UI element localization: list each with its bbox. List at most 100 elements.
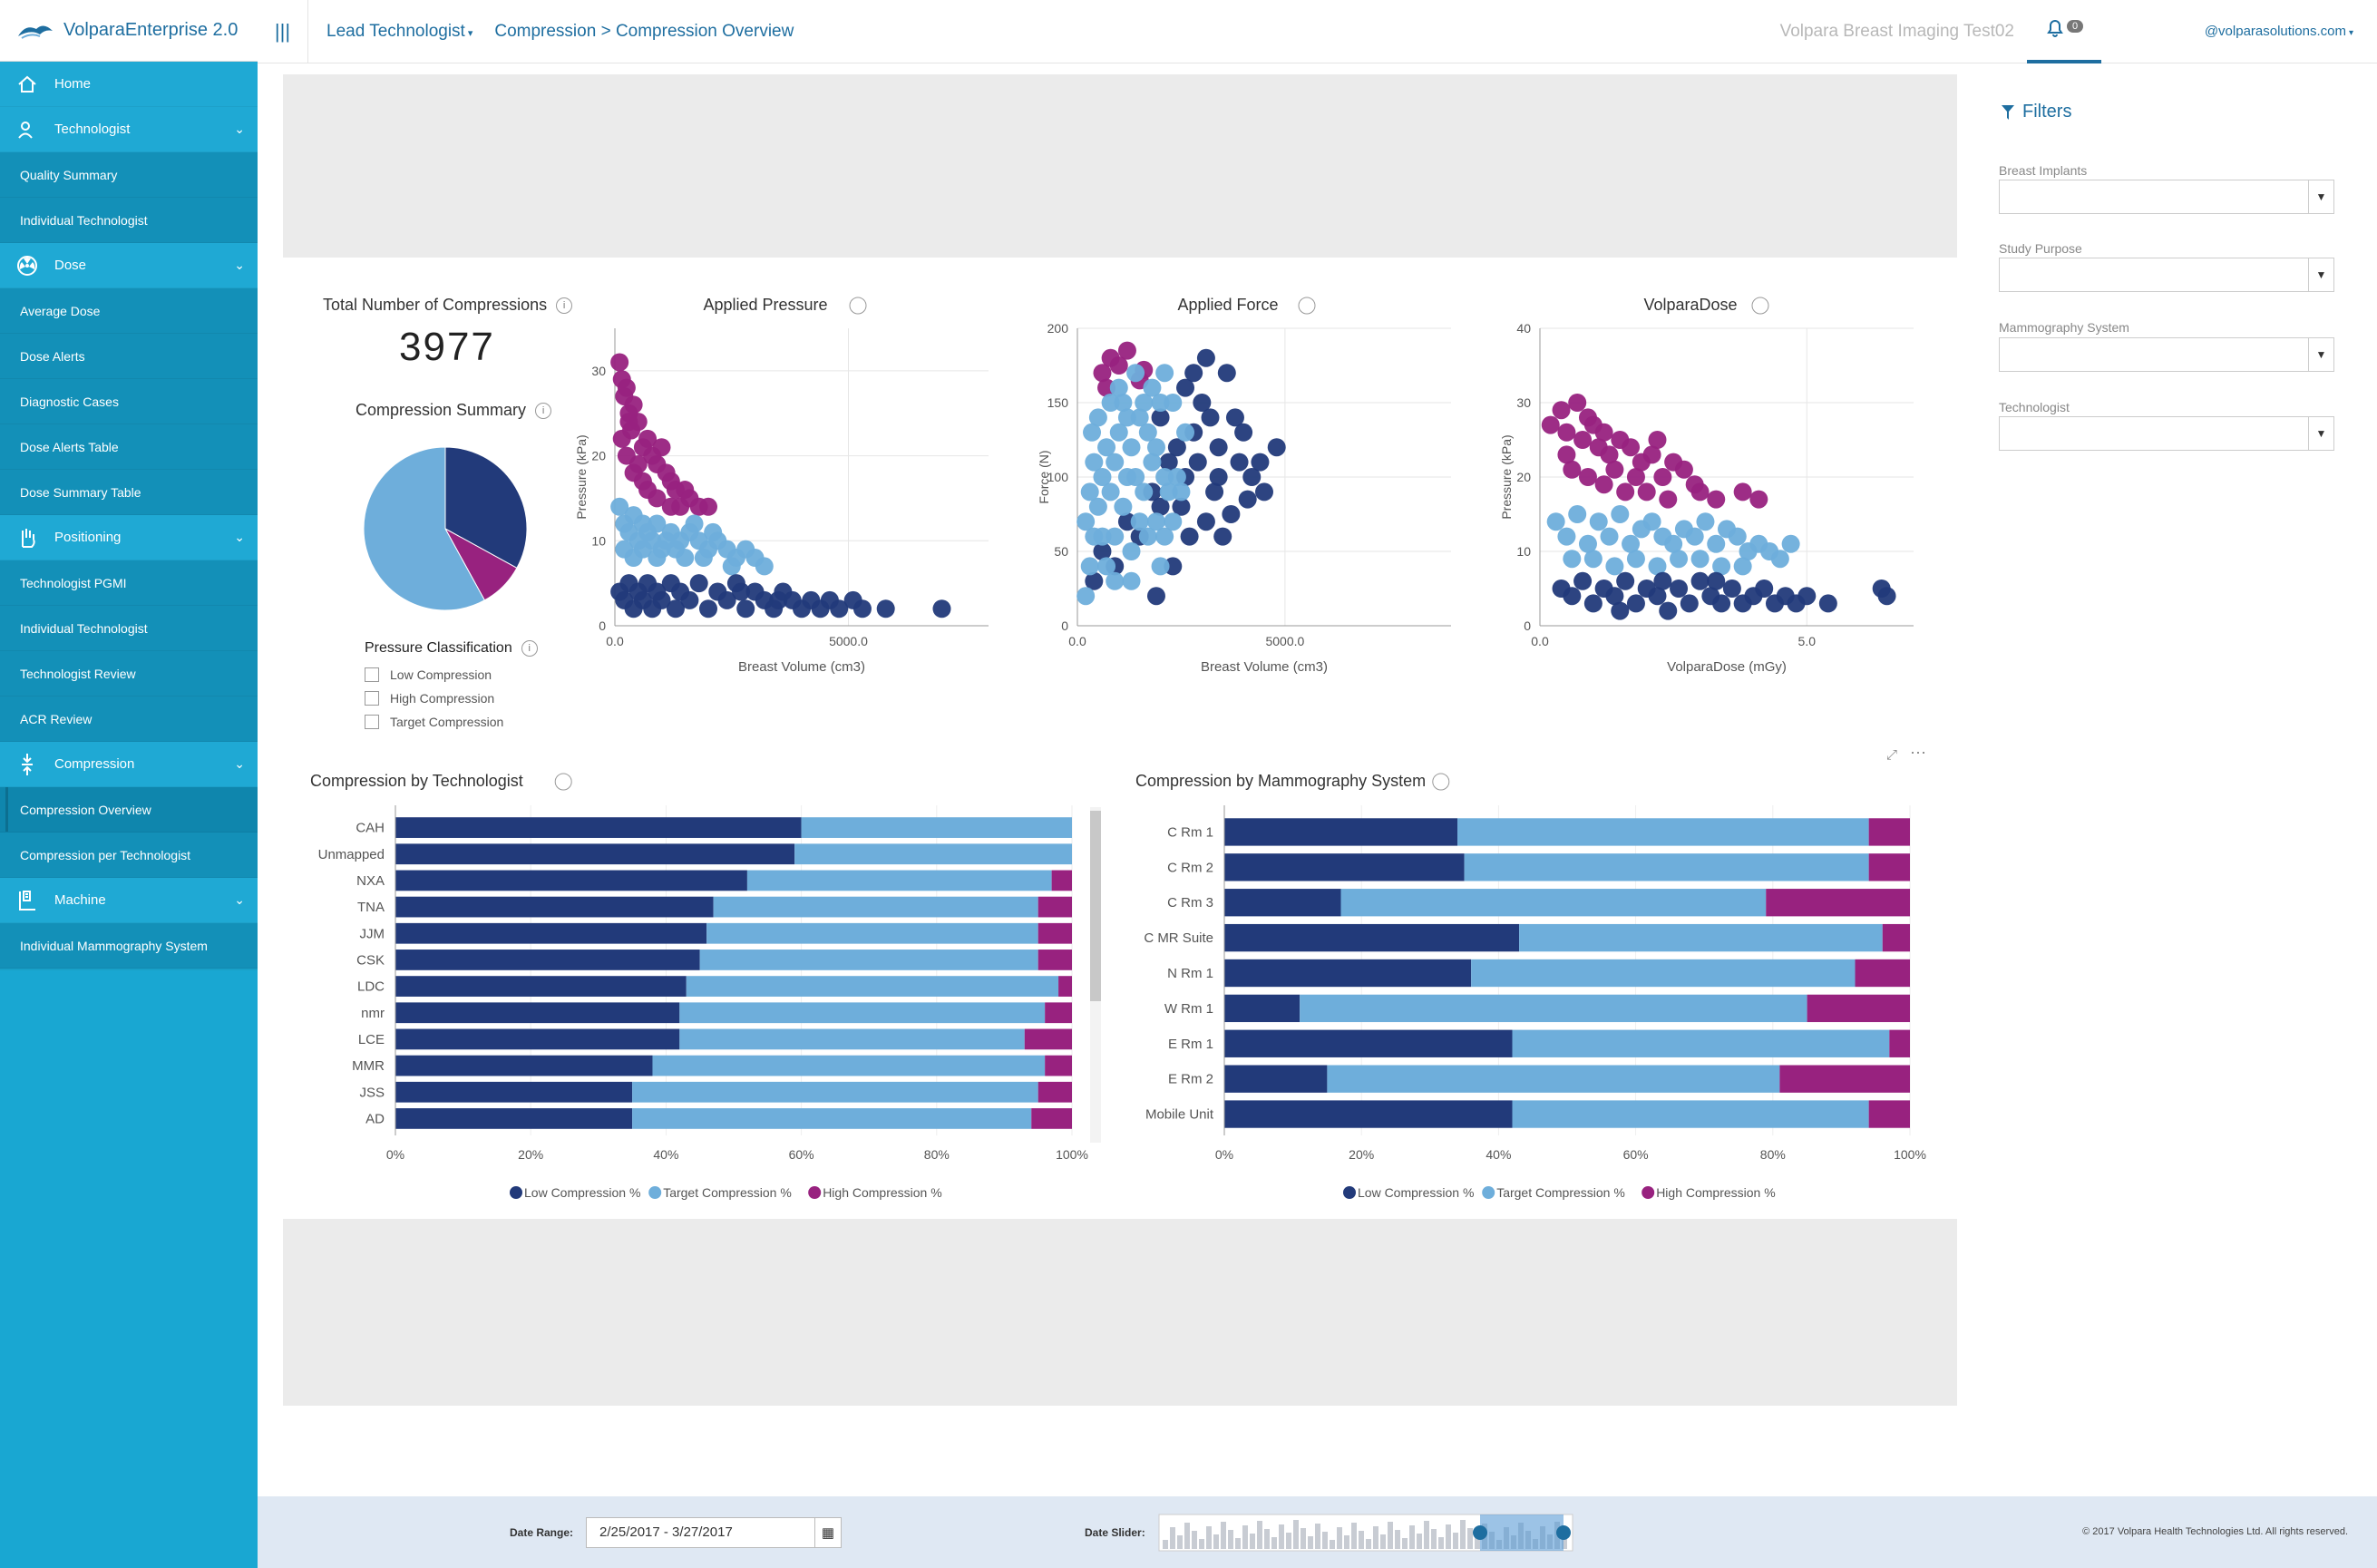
legend-label: Target Compression % (663, 1185, 792, 1200)
x-tick-label: 0% (1215, 1147, 1233, 1162)
info-icon[interactable] (1432, 773, 1450, 791)
sidebar-item-quality-summary[interactable]: Quality Summary (0, 152, 258, 198)
breast-implants-select[interactable]: ▼ (1999, 180, 2334, 214)
radiation-icon (15, 253, 40, 278)
scatter-point (1563, 460, 1582, 479)
hamburger-icon[interactable]: ||| (258, 0, 308, 63)
technologist-filter-label: Technologist (1999, 400, 2070, 414)
scatter-point (680, 590, 699, 609)
sidebar-item-average-dose[interactable]: Average Dose (0, 288, 258, 334)
info-icon[interactable] (1298, 297, 1316, 315)
chart-scrollbar[interactable] (1090, 807, 1101, 1143)
bar-segment (794, 843, 1072, 865)
notifications-button[interactable]: 0 (2027, 16, 2101, 63)
legend-label: Low Compression % (1358, 1185, 1474, 1200)
focus-mode-icon[interactable]: ⤢ (1886, 747, 1898, 763)
scatter-point (1080, 557, 1099, 576)
checkbox[interactable] (365, 715, 379, 729)
slider-histogram-bar (1431, 1529, 1437, 1549)
scrollbar-thumb[interactable] (1090, 811, 1101, 1001)
sidebar-item-label: Diagnostic Cases (20, 394, 119, 409)
slider-histogram-bar (1228, 1530, 1233, 1549)
sidebar-item-dose-summary-table[interactable]: Dose Summary Table (0, 470, 258, 515)
bar-segment (686, 976, 1059, 997)
sidebar-item-acr-review[interactable]: ACR Review (0, 696, 258, 742)
scatter-point (1093, 364, 1112, 383)
high-compression-checkbox[interactable]: High Compression (365, 691, 494, 706)
scatter-point (1573, 571, 1593, 590)
date-slider[interactable] (1157, 1511, 1574, 1554)
checkbox[interactable] (365, 691, 379, 706)
info-icon[interactable]: i (556, 297, 573, 315)
technologist-select[interactable]: ▼ (1999, 416, 2334, 451)
total-compressions-value: 3977 (399, 325, 495, 369)
sidebar-item-individual-mammography-system[interactable]: Individual Mammography System (0, 923, 258, 969)
target-compression-checkbox[interactable]: Target Compression (365, 715, 503, 729)
scatter-point (1117, 408, 1136, 427)
sidebar-item-diagnostic-cases[interactable]: Diagnostic Cases (0, 379, 258, 424)
scatter-point (1201, 408, 1220, 427)
sidebar-section-positioning[interactable]: Positioning ⌄ (0, 515, 258, 560)
sidebar-section-technologist[interactable]: Technologist ⌄ (0, 107, 258, 152)
sidebar-item-compression-per-technologist[interactable]: Compression per Technologist (0, 833, 258, 878)
date-range-input[interactable]: 2/25/2017 - 3/27/2017 (586, 1517, 818, 1548)
sidebar-section-machine[interactable]: Machine ⌄ (0, 878, 258, 923)
bar-segment (1051, 870, 1072, 891)
info-icon[interactable] (849, 297, 867, 315)
more-options-icon[interactable]: ⋯ (1910, 744, 1926, 762)
bar-segment (1038, 1081, 1072, 1103)
checkbox[interactable] (365, 667, 379, 682)
bar-segment (395, 976, 687, 997)
user-menu[interactable]: @volparasolutions.com ▾ (2205, 24, 2353, 39)
caret-down-icon[interactable]: ▼ (2308, 180, 2333, 213)
info-icon[interactable] (1751, 297, 1769, 315)
scatter-point (852, 599, 872, 618)
sidebar-item-dose-alerts[interactable]: Dose Alerts (0, 334, 258, 379)
sidebar-item-individual-technologist[interactable]: Individual Technologist (0, 198, 258, 243)
scatter-point (1164, 394, 1183, 412)
sidebar-item-individual-technologist-positioning[interactable]: Individual Technologist (0, 606, 258, 651)
slider-histogram-bar (1424, 1521, 1429, 1549)
sidebar-item-home[interactable]: Home (0, 62, 258, 107)
scatter-point (1097, 438, 1116, 457)
y-category-label: JJM (360, 926, 385, 941)
slider-handle-end[interactable] (1556, 1525, 1571, 1540)
y-category-label: MMR (352, 1058, 385, 1074)
breadcrumb[interactable]: Compression > Compression Overview (494, 21, 794, 41)
scatter-point (633, 540, 652, 559)
y-category-label: LCE (358, 1032, 385, 1047)
role-dropdown[interactable]: Lead Technologist ▾ (326, 22, 472, 42)
low-compression-checkbox[interactable]: Low Compression (365, 667, 492, 682)
scatter-point (1877, 587, 1896, 606)
sidebar-section-dose[interactable]: Dose ⌄ (0, 243, 258, 288)
bar-segment (1868, 818, 1910, 846)
info-icon[interactable] (554, 773, 572, 791)
x-tick-label: 5000.0 (829, 634, 868, 648)
bar-segment (1340, 889, 1767, 917)
calendar-icon[interactable]: ▦ (814, 1517, 842, 1548)
scatter-point (1225, 408, 1244, 427)
scatter-point (1733, 482, 1752, 502)
caret-down-icon[interactable]: ▼ (2308, 417, 2333, 450)
filters-title-label: Filters (2022, 102, 2072, 122)
scatter-point (1230, 453, 1249, 472)
brand[interactable]: VolparaEnterprise 2.0 (0, 0, 258, 62)
sidebar-item-technologist-pgmi[interactable]: Technologist PGMI (0, 560, 258, 606)
scatter-point (1583, 550, 1603, 569)
copyright-text: © 2017 Volpara Health Technologies Ltd. … (2082, 1526, 2348, 1537)
scatter-point (1143, 378, 1162, 397)
info-icon[interactable]: i (521, 640, 538, 657)
mammography-system-select[interactable]: ▼ (1999, 337, 2334, 372)
sidebar-item-technologist-review[interactable]: Technologist Review (0, 651, 258, 696)
caret-down-icon[interactable]: ▼ (2308, 258, 2333, 291)
legend-swatch (1641, 1186, 1655, 1199)
caret-down-icon[interactable]: ▼ (2308, 338, 2333, 371)
sidebar-item-dose-alerts-table[interactable]: Dose Alerts Table (0, 424, 258, 470)
study-purpose-select[interactable]: ▼ (1999, 258, 2334, 292)
sidebar-section-compression[interactable]: Compression ⌄ (0, 742, 258, 787)
x-axis-label: Breast Volume (cm3) (738, 659, 865, 675)
info-icon[interactable]: i (535, 403, 552, 420)
slider-handle-start[interactable] (1473, 1525, 1487, 1540)
volpara-logo-icon (18, 24, 53, 39)
sidebar-item-compression-overview[interactable]: Compression Overview (0, 787, 258, 833)
